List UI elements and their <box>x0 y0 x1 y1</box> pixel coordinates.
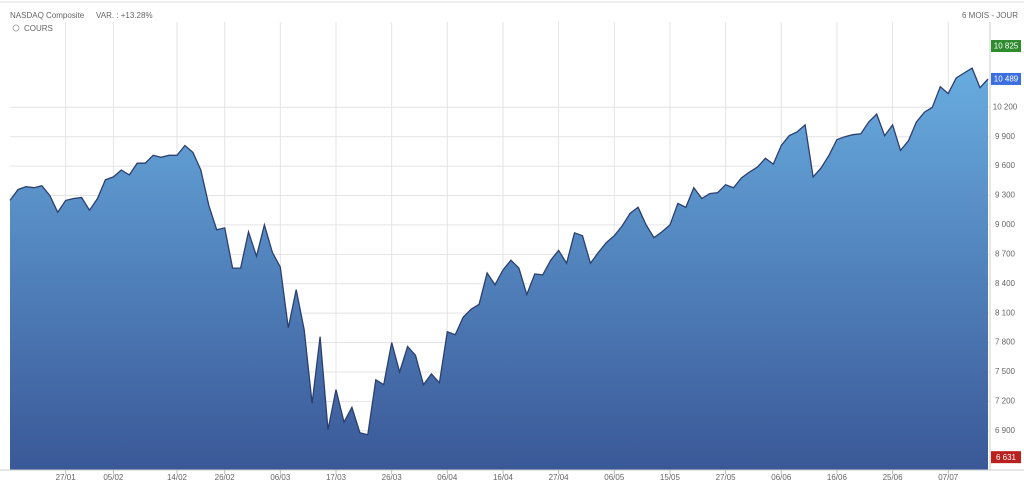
x-tick-label: 05/02 <box>103 473 124 482</box>
price-line <box>9 67 989 436</box>
x-tick-label: 17/03 <box>326 473 347 482</box>
y-tick-label: 8 100 <box>995 308 1016 317</box>
legend-label[interactable]: COURS <box>24 24 53 33</box>
x-tick-label: 26/03 <box>382 473 403 482</box>
y-tick-label: 7 500 <box>995 367 1016 376</box>
x-tick-label: 06/05 <box>604 473 625 482</box>
x-tick-label: 26/02 <box>215 473 236 482</box>
y-tick-label: 8 400 <box>995 279 1016 288</box>
price-label: 6 631 <box>996 453 1017 462</box>
y-tick-label: 9 300 <box>995 191 1016 200</box>
x-tick-label: 15/05 <box>660 473 681 482</box>
price-label: 10 489 <box>994 75 1019 84</box>
x-tick-label: 06/03 <box>270 473 291 482</box>
x-tick-label: 27/05 <box>716 473 737 482</box>
price-label: 10 825 <box>994 42 1019 51</box>
x-tick-label: 16/06 <box>827 473 848 482</box>
y-tick-label: 9 000 <box>995 220 1016 229</box>
y-tick-label: 7 200 <box>995 396 1016 405</box>
chart-title: NASDAQ Composite <box>10 11 85 20</box>
x-tick-label: 25/06 <box>883 473 904 482</box>
y-tick-label: 9 600 <box>995 161 1016 170</box>
period: 6 MOIS - JOUR <box>962 11 1018 20</box>
area-fill <box>10 68 988 470</box>
x-tick-label: 07/07 <box>938 473 959 482</box>
y-tick-label: 9 900 <box>995 132 1016 141</box>
legend-marker[interactable] <box>12 24 20 32</box>
x-tick-label: 27/04 <box>549 473 570 482</box>
y-tick-label: 6 900 <box>995 426 1016 435</box>
price-label-box <box>991 72 1021 85</box>
price-label-box <box>991 40 1021 53</box>
y-tick-label: 7 800 <box>995 338 1016 347</box>
y-tick-label: 10 200 <box>993 102 1018 111</box>
x-tick-label: 27/01 <box>56 473 77 482</box>
subtitle: VAR. : +13.28% <box>96 11 153 20</box>
x-tick-label: 14/02 <box>167 473 188 482</box>
x-tick-label: 06/04 <box>437 473 458 482</box>
x-tick-label: 16/04 <box>493 473 514 482</box>
price-label-box <box>991 451 1021 464</box>
y-tick-label: 8 700 <box>995 249 1016 258</box>
x-tick-label: 06/06 <box>771 473 792 482</box>
